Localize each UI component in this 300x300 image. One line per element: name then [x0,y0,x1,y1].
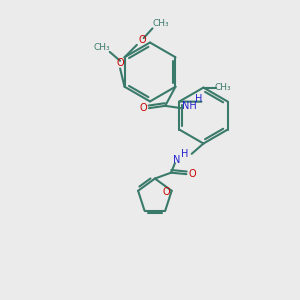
Text: O: O [163,187,170,197]
Text: CH₃: CH₃ [152,20,169,28]
Text: CH₃: CH₃ [93,43,110,52]
Text: O: O [138,34,146,45]
Text: N: N [173,155,180,165]
Text: O: O [139,103,147,113]
Text: O: O [188,169,196,179]
Text: H: H [181,149,188,159]
Text: NH: NH [182,101,197,111]
Text: H: H [195,94,203,104]
Text: CH₃: CH₃ [214,83,231,92]
Text: O: O [116,58,124,68]
